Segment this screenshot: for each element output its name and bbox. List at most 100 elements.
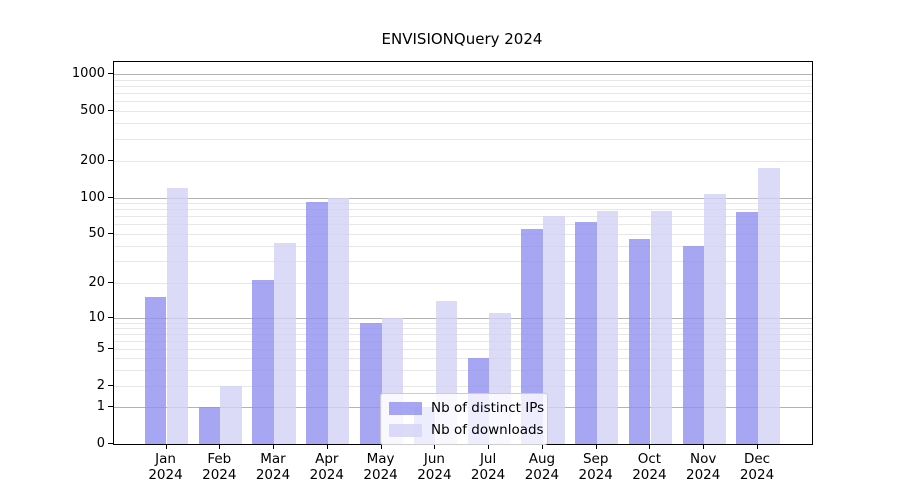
grid-line-minor bbox=[114, 245, 812, 247]
bar-distinct-ips bbox=[682, 245, 705, 445]
y-axis-tick-label: 2 bbox=[96, 378, 105, 393]
grid-line-minor bbox=[114, 216, 812, 218]
grid-line-minor bbox=[114, 369, 812, 371]
grid-line-minor bbox=[114, 161, 812, 162]
grid-line-major bbox=[114, 317, 812, 319]
bar-downloads bbox=[758, 168, 780, 445]
bar-distinct-ips bbox=[198, 406, 221, 445]
y-axis-tick-label: 0 bbox=[96, 436, 105, 452]
x-axis-tick-label: Jul 2024 bbox=[470, 451, 506, 483]
x-axis-tick-label: Sep 2024 bbox=[578, 451, 613, 483]
x-axis-tick-label: Apr 2024 bbox=[309, 451, 344, 483]
grid-line-major bbox=[114, 197, 812, 199]
legend-label: Nb of distinct IPs bbox=[431, 400, 545, 416]
grid-line-minor bbox=[114, 386, 812, 387]
plot-area: Nb of distinct IPs Nb of downloads bbox=[113, 61, 813, 445]
y-axis-tick-mark bbox=[108, 73, 113, 75]
grid-line-minor bbox=[114, 282, 812, 284]
x-axis-tick-label: Jun 2024 bbox=[417, 451, 452, 483]
x-axis-tick-label: Dec 2024 bbox=[739, 451, 775, 483]
grid-line-minor bbox=[114, 203, 812, 205]
grid-line-minor bbox=[114, 86, 812, 88]
y-axis-tick-label: 100 bbox=[80, 189, 105, 205]
grid-line-minor bbox=[114, 123, 812, 125]
grid-line-minor bbox=[114, 334, 812, 335]
grid-line-minor bbox=[114, 111, 812, 112]
legend-label: Nb of downloads bbox=[431, 422, 544, 438]
grid-line-minor bbox=[114, 209, 812, 211]
grid-line-minor bbox=[114, 349, 812, 351]
y-axis-tick-mark bbox=[108, 160, 113, 161]
y-axis-tick-mark bbox=[108, 232, 113, 234]
grid-line-minor bbox=[114, 79, 812, 81]
x-axis-tick-label: Jan 2024 bbox=[148, 451, 183, 483]
bar-downloads bbox=[704, 194, 726, 445]
x-axis-tick-mark bbox=[541, 444, 543, 449]
legend: Nb of distinct IPs Nb of downloads bbox=[380, 393, 548, 445]
bar-distinct-ips bbox=[521, 228, 543, 445]
x-axis-tick-mark bbox=[703, 444, 705, 449]
grid-line-minor bbox=[114, 224, 812, 226]
x-axis-tick-label: Aug 2024 bbox=[524, 451, 560, 483]
x-axis-tick-mark bbox=[273, 444, 274, 449]
bar-distinct-ips bbox=[306, 202, 328, 445]
y-axis-tick-label: 50 bbox=[88, 225, 105, 241]
grid-line-minor bbox=[114, 322, 812, 324]
x-axis-tick-mark bbox=[380, 444, 382, 449]
bar-distinct-ips bbox=[575, 221, 597, 445]
y-axis-tick-label: 1 bbox=[96, 398, 105, 414]
bar-downloads bbox=[596, 210, 619, 445]
grid-line-minor bbox=[114, 138, 812, 140]
bar-downloads bbox=[166, 188, 189, 445]
grid-line-minor bbox=[114, 341, 812, 342]
x-axis-tick-label: Oct 2024 bbox=[632, 451, 667, 483]
bar-downloads bbox=[327, 197, 350, 445]
x-axis-tick-mark bbox=[219, 444, 221, 449]
y-axis-tick-label: 200 bbox=[80, 153, 105, 168]
grid-line-minor bbox=[114, 327, 812, 329]
y-axis-tick-label: 20 bbox=[88, 274, 105, 290]
x-axis-tick-mark bbox=[434, 444, 436, 449]
grid-line-minor bbox=[114, 358, 812, 360]
legend-item-distinct-ips: Nb of distinct IPs bbox=[389, 400, 544, 416]
bar-distinct-ips bbox=[360, 322, 382, 445]
y-axis-tick-mark bbox=[108, 196, 113, 198]
x-axis-tick-mark bbox=[649, 444, 651, 449]
y-axis-tick-mark bbox=[108, 443, 113, 445]
y-axis-tick-label: 10 bbox=[88, 309, 105, 325]
chart-title: ENVISIONQuery 2024 bbox=[381, 30, 543, 48]
y-axis-tick-label: 5 bbox=[96, 341, 105, 357]
x-axis-tick-mark bbox=[326, 444, 328, 449]
y-axis-tick-label: 500 bbox=[80, 103, 105, 118]
y-axis-tick-mark bbox=[108, 281, 113, 283]
grid-line-minor bbox=[114, 233, 812, 235]
x-axis-tick-label: May 2024 bbox=[363, 451, 398, 483]
x-axis-tick-label: Feb 2024 bbox=[202, 451, 237, 483]
bar-distinct-ips bbox=[736, 212, 758, 445]
bar-downloads bbox=[274, 243, 296, 445]
y-axis-tick-mark bbox=[108, 348, 113, 350]
y-axis-tick-mark bbox=[108, 385, 113, 386]
bar-downloads bbox=[543, 216, 565, 445]
y-axis-tick-label: 1000 bbox=[71, 66, 105, 82]
x-axis-tick-mark bbox=[595, 444, 597, 449]
bar-distinct-ips bbox=[628, 239, 651, 445]
y-axis-tick-mark bbox=[108, 405, 113, 407]
legend-swatch-downloads bbox=[389, 423, 422, 437]
x-axis-tick-label: Mar 2024 bbox=[255, 451, 291, 483]
grid-line-minor bbox=[114, 101, 812, 103]
bar-downloads bbox=[650, 210, 672, 445]
bar-distinct-ips bbox=[252, 280, 274, 445]
bar-downloads bbox=[220, 386, 242, 445]
y-axis-tick-mark bbox=[108, 316, 113, 318]
x-axis-tick-label: Nov 2024 bbox=[686, 451, 721, 483]
legend-item-downloads: Nb of downloads bbox=[389, 422, 544, 438]
legend-swatch-distinct-ips bbox=[389, 401, 422, 415]
grid-line-minor bbox=[114, 261, 812, 262]
y-axis-tick-mark bbox=[108, 110, 113, 111]
grid-line-minor bbox=[114, 93, 812, 95]
grid-line-major bbox=[114, 74, 812, 76]
x-axis-tick-mark bbox=[757, 444, 758, 449]
bar-distinct-ips bbox=[144, 297, 167, 445]
